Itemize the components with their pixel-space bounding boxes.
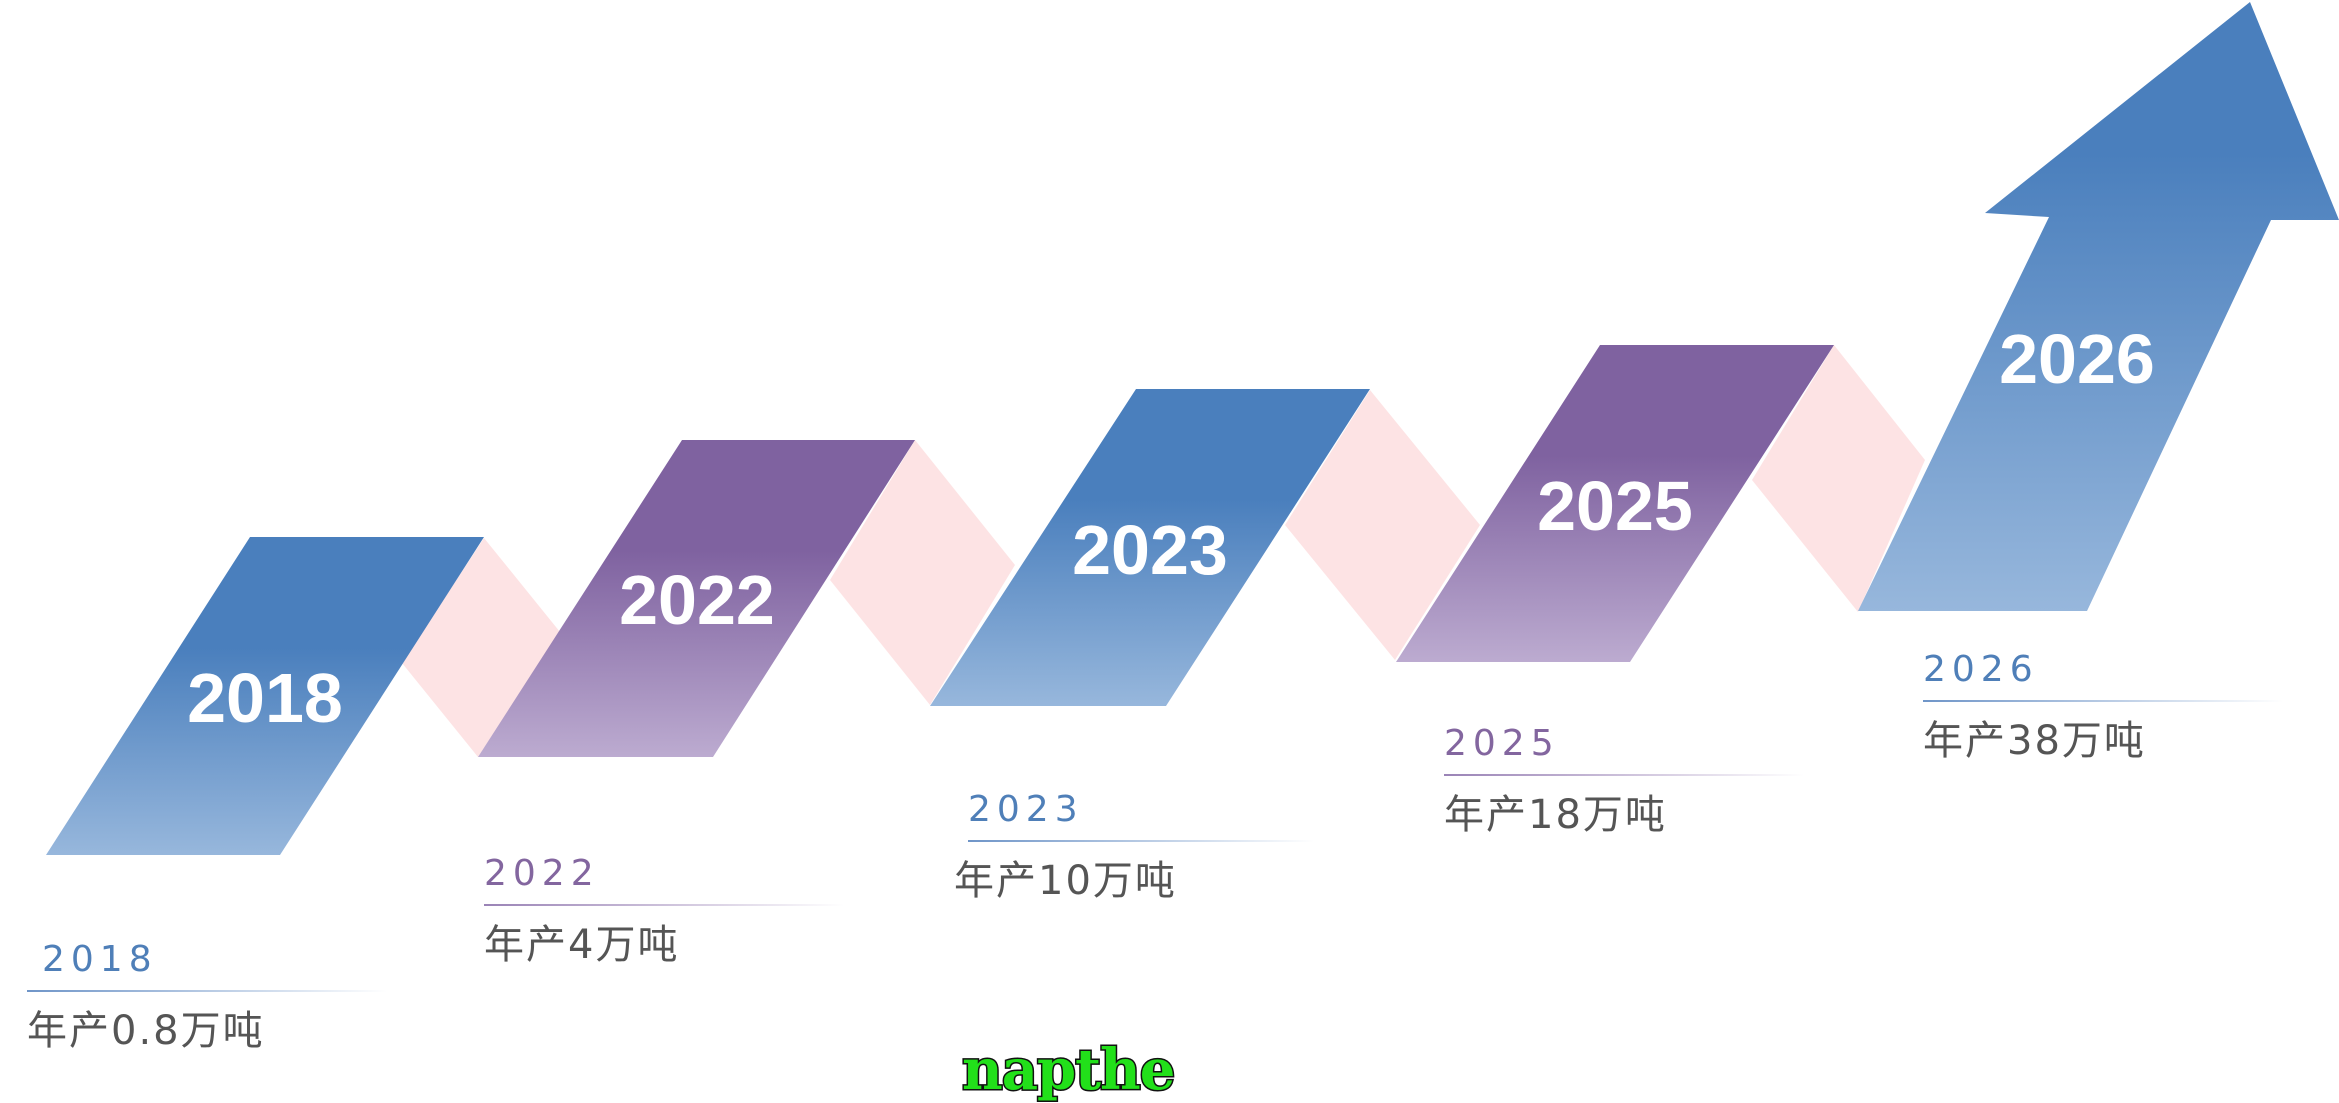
connector-ribbon-3 [1285,390,1480,660]
caption-divider [968,840,1314,842]
connector-ribbon-4 [1752,345,1925,612]
step-year-label: 2026 [1999,320,2155,398]
caption-output: 年产0.8万吨 [27,1008,265,1054]
step-year-label: 2025 [1537,467,1693,545]
caption-year: 2026 [1923,649,2039,690]
caption-2025: 2025 年产18万吨 [1444,722,1804,840]
step-2023-shape [930,389,1370,706]
caption-2023: 2023 年产10万吨 [954,788,1314,906]
step-2025-shape [1396,345,1834,662]
caption-year: 2018 [42,939,158,980]
caption-2018: 2018 年产0.8万吨 [27,938,387,1056]
caption-divider [1444,774,1804,776]
caption-output: 年产4万吨 [484,922,680,968]
caption-output: 年产18万吨 [1444,792,1667,838]
step-2026-arrow-shape [1858,2,2339,611]
step-2018-shape [46,537,484,855]
caption-2022: 2022 年产4万吨 [484,852,844,970]
connector-ribbon-1 [402,538,560,757]
caption-divider [1923,700,2283,702]
caption-2026: 2026 年产38万吨 [1923,648,2283,766]
connector-ribbon-2 [830,440,1015,705]
caption-output: 年产10万吨 [954,858,1177,904]
watermark-text: napthe [960,1037,1176,1103]
step-2022-shape [478,440,915,757]
caption-output: 年产38万吨 [1923,718,2146,764]
caption-year: 2025 [1444,723,1560,764]
step-year-label: 2023 [1072,511,1228,589]
caption-year: 2023 [968,789,1084,830]
step-year-label: 2022 [619,561,775,639]
caption-divider [27,990,387,992]
step-year-label: 2018 [187,659,343,737]
caption-year: 2022 [484,853,600,894]
caption-divider [484,904,844,906]
